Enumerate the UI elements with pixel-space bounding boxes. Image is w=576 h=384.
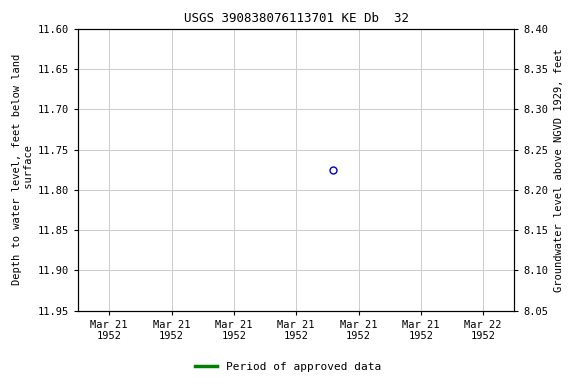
Title: USGS 390838076113701 KE Db  32: USGS 390838076113701 KE Db 32 [184,12,409,25]
Y-axis label: Depth to water level, feet below land
 surface: Depth to water level, feet below land su… [12,54,33,285]
Y-axis label: Groundwater level above NGVD 1929, feet: Groundwater level above NGVD 1929, feet [554,48,564,292]
Legend: Period of approved data: Period of approved data [191,358,385,377]
